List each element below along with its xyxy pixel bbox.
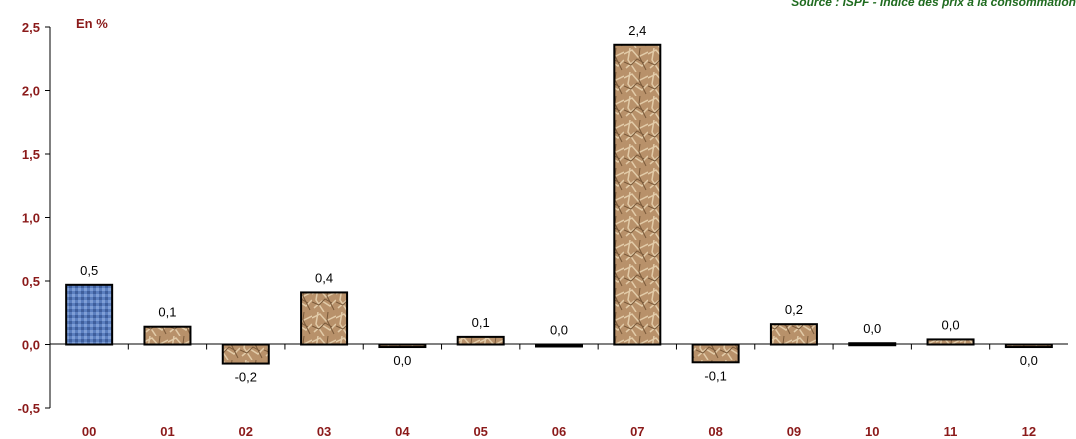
bar-03 xyxy=(300,291,349,346)
y-axis-ticks: -0,5 0,0 0,5 1,0 1,5 2,0 2,5 xyxy=(18,20,50,416)
x-tick-label: 07 xyxy=(630,424,644,439)
data-label: 0,5 xyxy=(80,263,98,278)
y-tick-label: 0,5 xyxy=(22,274,40,289)
y-tick-label: 2,0 xyxy=(22,84,40,99)
x-tick-label: 06 xyxy=(552,424,566,439)
y-tick-label: 0,0 xyxy=(22,338,40,353)
data-label: 0,0 xyxy=(393,353,411,368)
y-tick-label: 1,5 xyxy=(22,147,40,162)
y-tick-label: 1,0 xyxy=(22,211,40,226)
y-tick-label: -0,5 xyxy=(18,401,40,416)
data-label: 0,0 xyxy=(941,317,959,332)
data-labels: 0,5 0,1 -0,2 0,4 0,0 0,1 0,0 2,4 -0,1 0,2 0,0 0,0 0,… xyxy=(80,23,1038,385)
data-label: 0,2 xyxy=(785,302,803,317)
x-tick-label: 03 xyxy=(317,424,331,439)
bar-04 xyxy=(378,343,427,349)
y-tick-label: 2,5 xyxy=(22,20,40,35)
data-label: -0,2 xyxy=(235,370,257,385)
x-tick-label: 01 xyxy=(160,424,174,439)
data-label: 0,0 xyxy=(863,321,881,336)
x-tick-label: 12 xyxy=(1022,424,1036,439)
bar-01 xyxy=(143,325,192,346)
data-label: 0,1 xyxy=(158,305,176,320)
data-label: 0,0 xyxy=(550,323,568,338)
x-tick-label: 11 xyxy=(944,424,958,439)
bar-02 xyxy=(221,343,270,365)
data-label: 0,0 xyxy=(1020,353,1038,368)
x-tick-label: 00 xyxy=(82,424,96,439)
bar-07 xyxy=(613,43,662,346)
bar-08 xyxy=(691,343,740,364)
x-axis-ticks: 00 01 02 03 04 05 06 07 08 09 10 11 12 xyxy=(82,344,1036,439)
x-tick-label: 08 xyxy=(708,424,722,439)
data-label: 0,1 xyxy=(472,315,490,330)
bar-05 xyxy=(456,335,505,346)
bars xyxy=(65,43,1053,365)
data-label: 0,4 xyxy=(315,270,333,285)
data-label: 2,4 xyxy=(628,23,646,38)
bar-10 xyxy=(848,342,897,347)
x-tick-label: 04 xyxy=(395,424,410,439)
x-tick-label: 02 xyxy=(239,424,253,439)
unit-label: En % xyxy=(76,16,108,31)
bar-09 xyxy=(769,323,818,346)
bar-00 xyxy=(65,283,114,346)
data-label: -0,1 xyxy=(704,368,726,383)
x-tick-label: 05 xyxy=(473,424,487,439)
source-note: Source : ISPF - Indice des prix à la con… xyxy=(791,0,1076,9)
x-tick-label: 09 xyxy=(787,424,801,439)
bar-12 xyxy=(1004,343,1053,349)
bar-06 xyxy=(535,343,583,348)
bar-11 xyxy=(926,338,975,346)
x-tick-label: 10 xyxy=(865,424,879,439)
